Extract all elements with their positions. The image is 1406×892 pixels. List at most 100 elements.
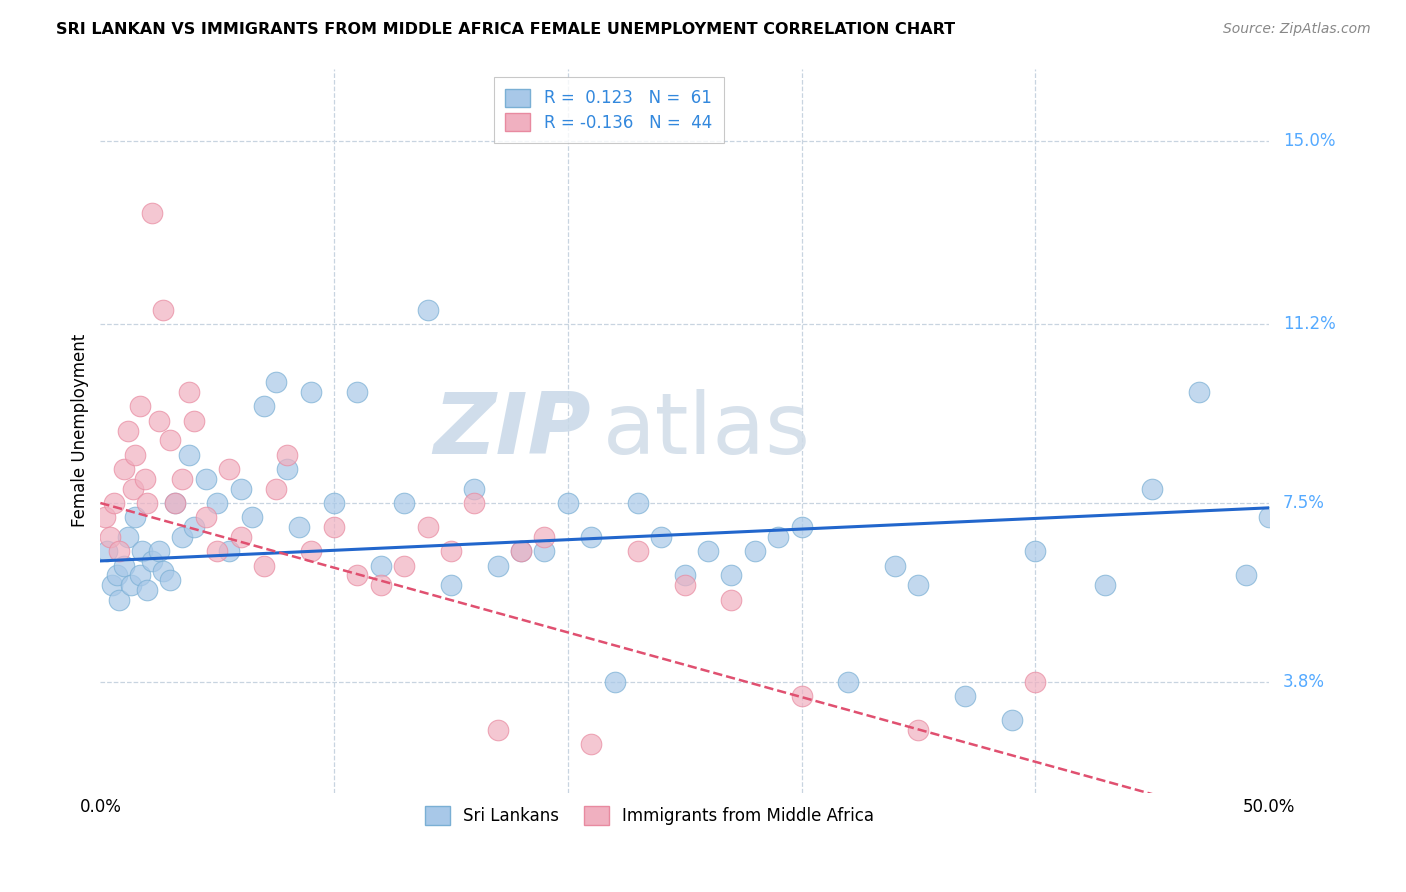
Point [172,530,194,544]
Point [627,544,650,558]
Point [766,530,789,544]
Point [603,674,626,689]
Point [172,472,194,486]
Text: ZIP: ZIP [433,389,591,472]
Point [392,558,415,573]
Point [105,568,128,582]
Point [165,496,187,510]
Point [370,558,392,573]
Point [136,582,159,597]
Point [159,434,181,448]
Point [194,510,217,524]
Point [650,530,672,544]
Point [463,496,485,510]
Legend: Sri Lankans, Immigrants from Middle Africa: Sri Lankans, Immigrants from Middle Afri… [415,797,884,835]
Point [579,738,602,752]
Point [837,674,859,689]
Point [124,448,146,462]
Point [98,530,121,544]
Point [148,544,170,558]
Point [117,424,139,438]
Point [299,384,322,399]
Point [205,496,228,510]
Point [673,568,696,582]
Point [120,578,142,592]
Point [370,578,392,592]
Point [673,578,696,592]
Point [1188,384,1211,399]
Point [179,384,201,399]
Text: 3.8%: 3.8% [1282,673,1324,690]
Point [533,544,555,558]
Point [152,302,174,317]
Point [131,544,153,558]
Point [129,568,152,582]
Point [1258,510,1281,524]
Point [790,520,813,534]
Point [101,578,124,592]
Point [744,544,766,558]
Point [720,592,742,607]
Point [253,558,276,573]
Point [253,400,276,414]
Point [557,496,579,510]
Point [183,520,205,534]
Text: Source: ZipAtlas.com: Source: ZipAtlas.com [1223,22,1371,37]
Point [884,558,907,573]
Point [112,558,135,573]
Point [108,592,131,607]
Text: 7.5%: 7.5% [1282,494,1324,512]
Text: SRI LANKAN VS IMMIGRANTS FROM MIDDLE AFRICA FEMALE UNEMPLOYMENT CORRELATION CHAR: SRI LANKAN VS IMMIGRANTS FROM MIDDLE AFR… [56,22,955,37]
Point [720,568,742,582]
Y-axis label: Female Unemployment: Female Unemployment [72,334,89,527]
Point [108,544,131,558]
Point [103,496,125,510]
Point [183,414,205,428]
Point [117,530,139,544]
Point [697,544,720,558]
Point [510,544,533,558]
Point [907,723,929,737]
Point [112,462,135,476]
Point [122,482,145,496]
Point [288,520,311,534]
Text: 15.0%: 15.0% [1282,132,1336,150]
Point [1024,674,1046,689]
Point [124,510,146,524]
Point [533,530,555,544]
Point [264,376,287,390]
Point [205,544,228,558]
Text: atlas: atlas [603,389,811,472]
Point [579,530,602,544]
Point [218,544,240,558]
Point [440,544,463,558]
Point [1024,544,1046,558]
Point [1001,713,1024,727]
Point [299,544,322,558]
Point [194,472,217,486]
Point [510,544,533,558]
Point [1140,482,1163,496]
Point [907,578,929,592]
Point [486,723,509,737]
Point [136,496,159,510]
Point [1234,568,1257,582]
Point [134,472,156,486]
Point [790,689,813,703]
Point [627,496,650,510]
Point [94,510,117,524]
Point [953,689,976,703]
Point [323,520,346,534]
Point [229,482,252,496]
Point [229,530,252,544]
Point [416,520,439,534]
Text: 11.2%: 11.2% [1282,316,1336,334]
Point [323,496,346,510]
Point [276,448,298,462]
Point [440,578,463,592]
Point [129,400,152,414]
Point [346,384,368,399]
Point [96,544,118,558]
Point [264,482,287,496]
Point [416,302,439,317]
